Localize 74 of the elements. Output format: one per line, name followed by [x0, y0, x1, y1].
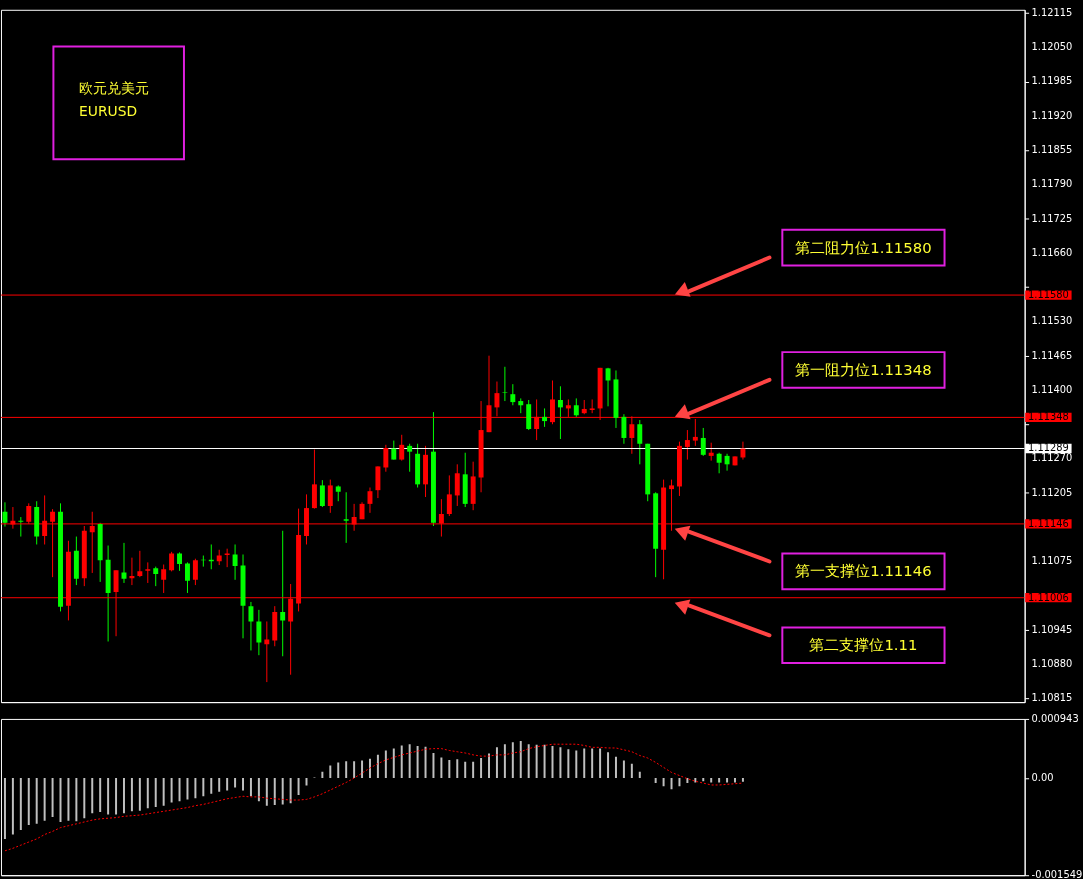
candlestick	[145, 561, 151, 584]
candlestick	[557, 385, 563, 440]
candlestick	[446, 474, 452, 517]
candlestick	[391, 440, 397, 461]
y-tick-label: 1.11790	[1031, 178, 1073, 190]
candlestick	[224, 548, 230, 568]
candlestick	[129, 557, 135, 586]
candlestick	[256, 609, 262, 656]
y-tick-label: 1.10815	[1031, 692, 1073, 704]
candlestick	[192, 558, 198, 586]
candlestick	[454, 463, 460, 507]
candlestick	[573, 397, 579, 418]
y-tick-label: 1.11725	[1031, 212, 1073, 224]
annotation: 第二阻力位1.11580	[795, 238, 932, 256]
y-tick-label: 1.11530	[1031, 315, 1073, 327]
candlestick	[232, 543, 238, 581]
candlestick	[327, 479, 333, 514]
y-tick-label: 1.11205	[1031, 486, 1073, 498]
y-tick-label: 1.11270	[1031, 452, 1073, 464]
candlestick	[311, 449, 317, 510]
candlestick	[399, 434, 405, 462]
ref-line-label: 1.11146	[1027, 517, 1069, 529]
annotation: 第一阻力位1.11348	[795, 360, 932, 378]
candlestick	[716, 452, 722, 474]
candlestick	[375, 465, 381, 499]
candlestick	[383, 444, 389, 473]
candlestick	[700, 427, 706, 457]
candlestick	[502, 366, 508, 402]
y-tick-label: 1.11855	[1031, 144, 1073, 156]
ref-line-label: 1.11006	[1027, 591, 1069, 603]
candlestick	[248, 601, 254, 651]
candlestick	[605, 367, 611, 407]
candlestick	[137, 550, 143, 578]
candlestick	[637, 419, 643, 465]
candlestick	[510, 383, 516, 406]
candlestick	[542, 407, 548, 428]
candlestick	[319, 479, 325, 508]
candlestick	[343, 491, 349, 544]
candlestick	[740, 441, 746, 461]
y-tick-label: 0.000943	[1031, 712, 1079, 724]
candlestick	[177, 551, 183, 572]
y-tick-label: 1.11465	[1031, 349, 1073, 361]
candlestick	[724, 453, 730, 472]
candlestick	[407, 443, 413, 473]
y-tick-label: -0.001549	[1031, 869, 1083, 879]
text: 欧元兑美元	[79, 79, 150, 96]
candlestick	[169, 551, 175, 572]
y-tick-label: 1.11400	[1031, 383, 1073, 395]
ref-line-label: 1.11348	[1027, 411, 1069, 423]
y-tick-label: 0.00	[1031, 772, 1054, 784]
candlestick	[2, 501, 8, 528]
candlestick	[280, 530, 286, 657]
y-tick-label: 1.11985	[1031, 75, 1073, 87]
y-tick-label: 1.11920	[1031, 109, 1073, 121]
text: EURUSD	[79, 102, 138, 119]
y-tick-label: 1.11075	[1031, 555, 1073, 567]
y-tick-label: 1.10880	[1031, 658, 1073, 670]
candlestick	[18, 516, 24, 538]
candlestick	[153, 566, 159, 587]
line-series	[4, 743, 744, 852]
annotation: 第一支撑位1.11146	[795, 562, 932, 580]
y-tick-label: 1.10945	[1031, 623, 1073, 635]
candlestick	[185, 561, 190, 594]
ref-line-label: 1.11580	[1027, 289, 1069, 301]
candlestick	[684, 429, 690, 461]
annotation: 第二支撑位1.11	[809, 636, 918, 654]
candlestick	[621, 413, 627, 445]
candlestick	[121, 542, 127, 584]
y-tick-label: 1.12115	[1031, 6, 1073, 18]
candlestick	[264, 620, 270, 683]
ref-line-label: 1.11289	[1027, 442, 1069, 454]
y-tick-label: 1.11660	[1031, 246, 1073, 258]
candlestick	[161, 564, 167, 594]
y-tick-label: 1.12050	[1031, 41, 1073, 53]
